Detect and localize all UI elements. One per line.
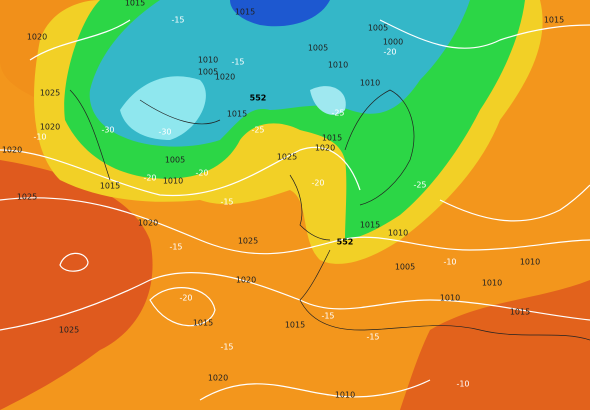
isobar-label: 1005: [198, 68, 218, 77]
isobar: [199, 379, 431, 401]
height-label: 552: [337, 238, 354, 247]
isobars: [0, 19, 590, 401]
temperature-label: -10: [443, 258, 456, 267]
isobar-label: 1010: [520, 258, 540, 267]
isobar-label: 1020: [138, 219, 158, 228]
temperature-label: -25: [251, 126, 264, 135]
map-labels: 1015101510151020100510051000101010101025…: [2, 0, 564, 400]
isobar: [149, 287, 216, 327]
isobar-label: 1000: [383, 38, 403, 47]
temperature-label: -10: [456, 380, 469, 389]
isobar-label: 1015: [510, 308, 530, 317]
temperature-label: -15: [366, 333, 379, 342]
isobar-label: 1010: [360, 79, 380, 88]
isobar-label: 1015: [193, 319, 213, 328]
isobar-label: 1025: [17, 193, 37, 202]
temperature-label: -25: [331, 109, 344, 118]
isobar-label: 1025: [238, 237, 258, 246]
isobar-label: 1015: [360, 221, 380, 230]
isobar-label: 1015: [544, 16, 564, 25]
temperature-label: -20: [143, 174, 156, 183]
isobar-label: 1005: [368, 24, 388, 33]
isobar-label: 1025: [277, 153, 297, 162]
coastline: [289, 174, 590, 341]
height-label: 552: [250, 94, 267, 103]
coastline: [344, 89, 415, 206]
isobar-label: 1020: [40, 123, 60, 132]
isobar-label: 1020: [2, 146, 22, 155]
warm-region: [0, 160, 153, 410]
isobar-label: 1015: [227, 110, 247, 119]
temperature-label: -15: [220, 198, 233, 207]
isobar-label: 1015: [235, 8, 255, 17]
temperature-label: -15: [220, 343, 233, 352]
isobar-label: 1010: [440, 294, 460, 303]
temperature-label: -15: [231, 58, 244, 67]
coastline: [69, 89, 221, 181]
coastlines: [69, 89, 590, 341]
isobar-label: 1015: [322, 134, 342, 143]
isobar-label: 1005: [308, 44, 328, 53]
temperature-label: -25: [413, 181, 426, 190]
isobar: [0, 146, 361, 197]
cold-air-core: [120, 76, 206, 140]
isobar-label: 1010: [328, 61, 348, 70]
isobar-label: 1010: [482, 279, 502, 288]
isobar-label: 1020: [27, 33, 47, 42]
isobar-label: 1005: [395, 263, 415, 272]
cold-air-core: [230, 0, 330, 27]
temperature-label: -20: [383, 48, 396, 57]
temperature-label: -20: [179, 294, 192, 303]
temperature-label: -20: [311, 179, 324, 188]
isobar: [59, 252, 89, 272]
isobar-label: 1015: [125, 0, 145, 8]
temperature-label: -15: [171, 16, 184, 25]
isobar-label: 1015: [285, 321, 305, 330]
isobar-label: 1020: [215, 73, 235, 82]
temperature-label: -15: [169, 243, 182, 252]
warm-region: [400, 280, 590, 410]
isobar-label: 1020: [236, 276, 256, 285]
temperature-label: -10: [33, 133, 46, 142]
isobar: [0, 197, 590, 255]
isobar-label: 1020: [315, 144, 335, 153]
isobar-label: 1015: [100, 182, 120, 191]
isobar: [29, 19, 590, 61]
temperature-label: -15: [321, 312, 334, 321]
isobar-label: 1020: [208, 374, 228, 383]
isobar-label: 1010: [198, 56, 218, 65]
temperature-label: -30: [101, 126, 114, 135]
temperature-label: -30: [158, 128, 171, 137]
isobar-label: 1010: [388, 229, 408, 238]
isobar-label: 1025: [59, 326, 79, 335]
isobar-label: 1010: [163, 177, 183, 186]
isobar: [439, 184, 590, 222]
temperature-label: -20: [195, 169, 208, 178]
isobar-label: 1010: [335, 391, 355, 400]
isobar-label: 1025: [40, 89, 60, 98]
cold-air-core: [310, 86, 346, 115]
isobar-label: 1005: [165, 156, 185, 165]
